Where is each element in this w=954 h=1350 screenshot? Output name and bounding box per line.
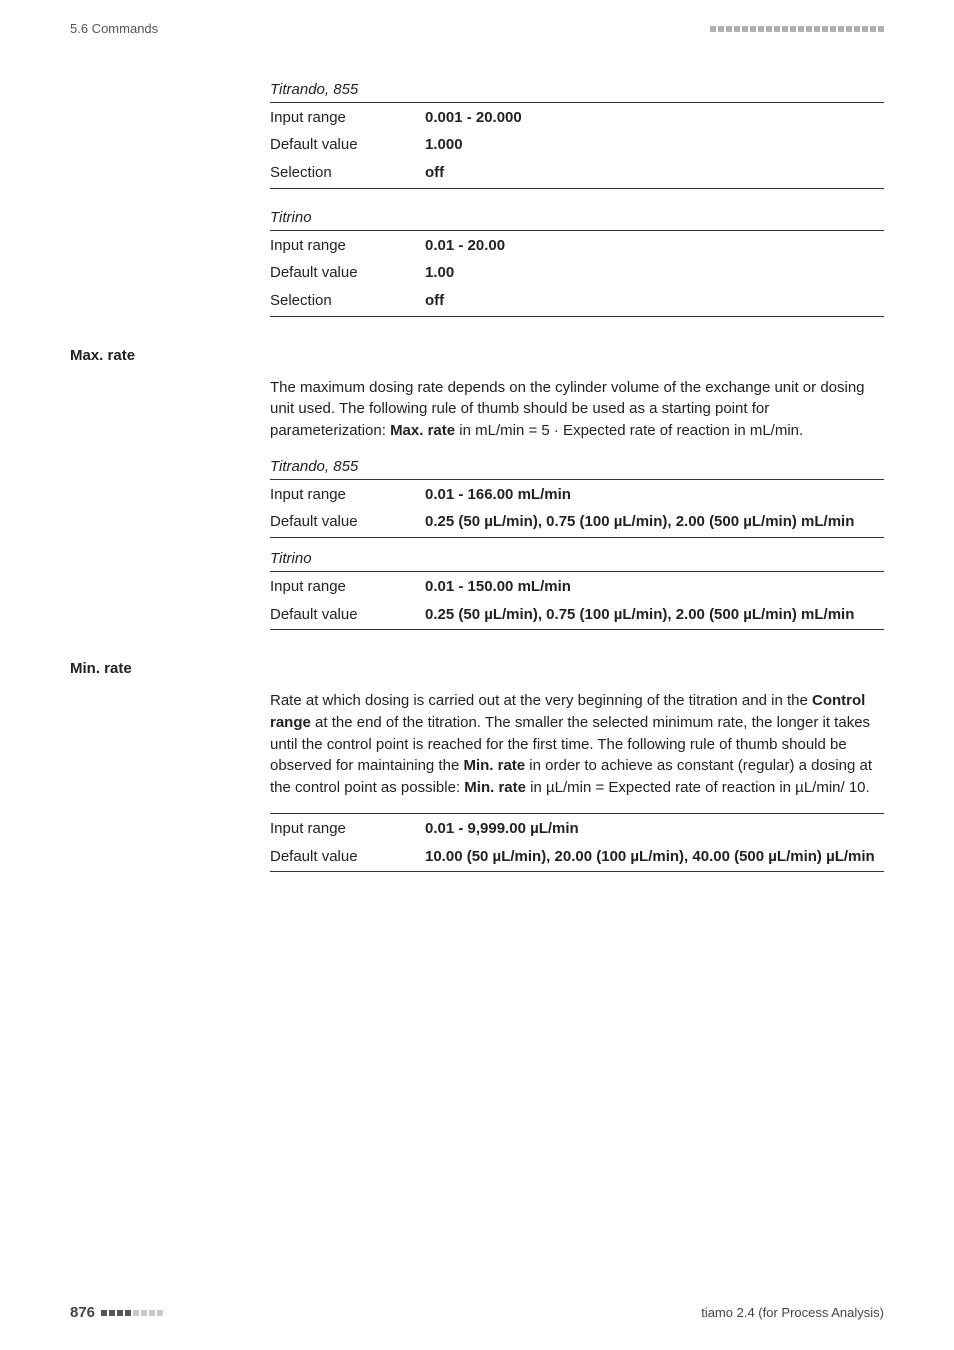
table-row: Default value 1.00 xyxy=(270,259,884,287)
table-row: Input range 0.01 - 20.00 xyxy=(270,232,884,260)
row-label: Selection xyxy=(270,162,425,184)
block-min-rate-table: Input range 0.01 - 9,999.00 µL/min Defau… xyxy=(270,813,884,873)
max-rate-body: The maximum dosing rate depends on the c… xyxy=(270,377,884,631)
table-row: Input range 0.01 - 150.00 mL/min xyxy=(270,573,884,601)
row-value: 1.000 xyxy=(425,134,884,156)
row-value: 0.01 - 9,999.00 µL/min xyxy=(425,818,884,840)
header-left: 5.6 Commands xyxy=(70,20,158,39)
row-label: Input range xyxy=(270,576,425,598)
rule xyxy=(270,871,884,872)
inline-bold: Max. rate xyxy=(390,422,455,439)
block-titrando-1: Titrando, 855 Input range 0.001 - 20.000… xyxy=(270,79,884,189)
row-label: Input range xyxy=(270,818,425,840)
header-ornament xyxy=(710,26,884,32)
heading-min-rate: Min. rate xyxy=(70,658,884,680)
block-titrino-2: Titrino Input range 0.01 - 150.00 mL/min… xyxy=(270,548,884,630)
table-row: Default value 0.25 (50 µL/min), 0.75 (10… xyxy=(270,601,884,629)
heading-max-rate: Max. rate xyxy=(70,345,884,367)
row-label: Selection xyxy=(270,290,425,312)
row-value: 0.01 - 20.00 xyxy=(425,235,884,257)
row-label: Default value xyxy=(270,134,425,156)
table-row: Selection off xyxy=(270,287,884,315)
text: in mL/min = 5 · Expected rate of reactio… xyxy=(455,422,803,439)
inline-bold: Min. rate xyxy=(464,779,526,796)
row-label: Input range xyxy=(270,484,425,506)
page-number: 876 xyxy=(70,1302,95,1324)
block-titrino-1: Titrino Input range 0.01 - 20.00 Default… xyxy=(270,207,884,317)
min-rate-body: Rate at which dosing is carried out at t… xyxy=(270,690,884,872)
rule xyxy=(270,629,884,630)
table-row: Selection off xyxy=(270,159,884,187)
min-rate-paragraph: Rate at which dosing is carried out at t… xyxy=(270,690,884,799)
table-row: Default value 0.25 (50 µL/min), 0.75 (10… xyxy=(270,508,884,536)
text: in µL/min = Expected rate of reaction in… xyxy=(526,779,870,796)
page-content: Titrando, 855 Input range 0.001 - 20.000… xyxy=(0,39,954,873)
rule xyxy=(270,102,884,103)
row-label: Input range xyxy=(270,107,425,129)
rule xyxy=(270,230,884,231)
row-label: Default value xyxy=(270,511,425,533)
table-row: Input range 0.001 - 20.000 xyxy=(270,104,884,132)
rule xyxy=(270,479,884,480)
rule xyxy=(270,537,884,538)
subheading-titrando: Titrando, 855 xyxy=(270,456,884,478)
table-row: Input range 0.01 - 9,999.00 µL/min xyxy=(270,815,884,843)
row-value: 0.01 - 150.00 mL/min xyxy=(425,576,884,598)
row-label: Default value xyxy=(270,262,425,284)
text: Rate at which dosing is carried out at t… xyxy=(270,692,812,709)
inline-bold: Min. rate xyxy=(463,757,525,774)
block-titrando-2: Titrando, 855 Input range 0.01 - 166.00 … xyxy=(270,456,884,538)
row-value: 1.00 xyxy=(425,262,884,284)
footer-left: 876 xyxy=(70,1302,163,1324)
table-row: Input range 0.01 - 166.00 mL/min xyxy=(270,481,884,509)
subheading-titrino: Titrino xyxy=(270,207,884,229)
row-value: off xyxy=(425,290,884,312)
table-row: Default value 10.00 (50 µL/min), 20.00 (… xyxy=(270,843,884,871)
row-label: Input range xyxy=(270,235,425,257)
rule xyxy=(270,813,884,814)
row-label: Default value xyxy=(270,604,425,626)
row-value: 0.001 - 20.000 xyxy=(425,107,884,129)
subheading-titrino: Titrino xyxy=(270,548,884,570)
max-rate-paragraph: The maximum dosing rate depends on the c… xyxy=(270,377,884,442)
footer-ornament xyxy=(101,1310,163,1316)
row-value: off xyxy=(425,162,884,184)
row-value: 0.25 (50 µL/min), 0.75 (100 µL/min), 2.0… xyxy=(425,604,884,626)
row-value: 0.01 - 166.00 mL/min xyxy=(425,484,884,506)
rule xyxy=(270,316,884,317)
table-row: Default value 1.000 xyxy=(270,131,884,159)
subheading-titrando: Titrando, 855 xyxy=(270,79,884,101)
rule xyxy=(270,571,884,572)
row-value: 0.25 (50 µL/min), 0.75 (100 µL/min), 2.0… xyxy=(425,511,884,533)
row-value: 10.00 (50 µL/min), 20.00 (100 µL/min), 4… xyxy=(425,846,884,868)
row-label: Default value xyxy=(270,846,425,868)
page-header: 5.6 Commands xyxy=(0,0,954,39)
footer-right: tiamo 2.4 (for Process Analysis) xyxy=(701,1304,884,1323)
rule xyxy=(270,188,884,189)
page-footer: 876 tiamo 2.4 (for Process Analysis) xyxy=(70,1302,884,1324)
